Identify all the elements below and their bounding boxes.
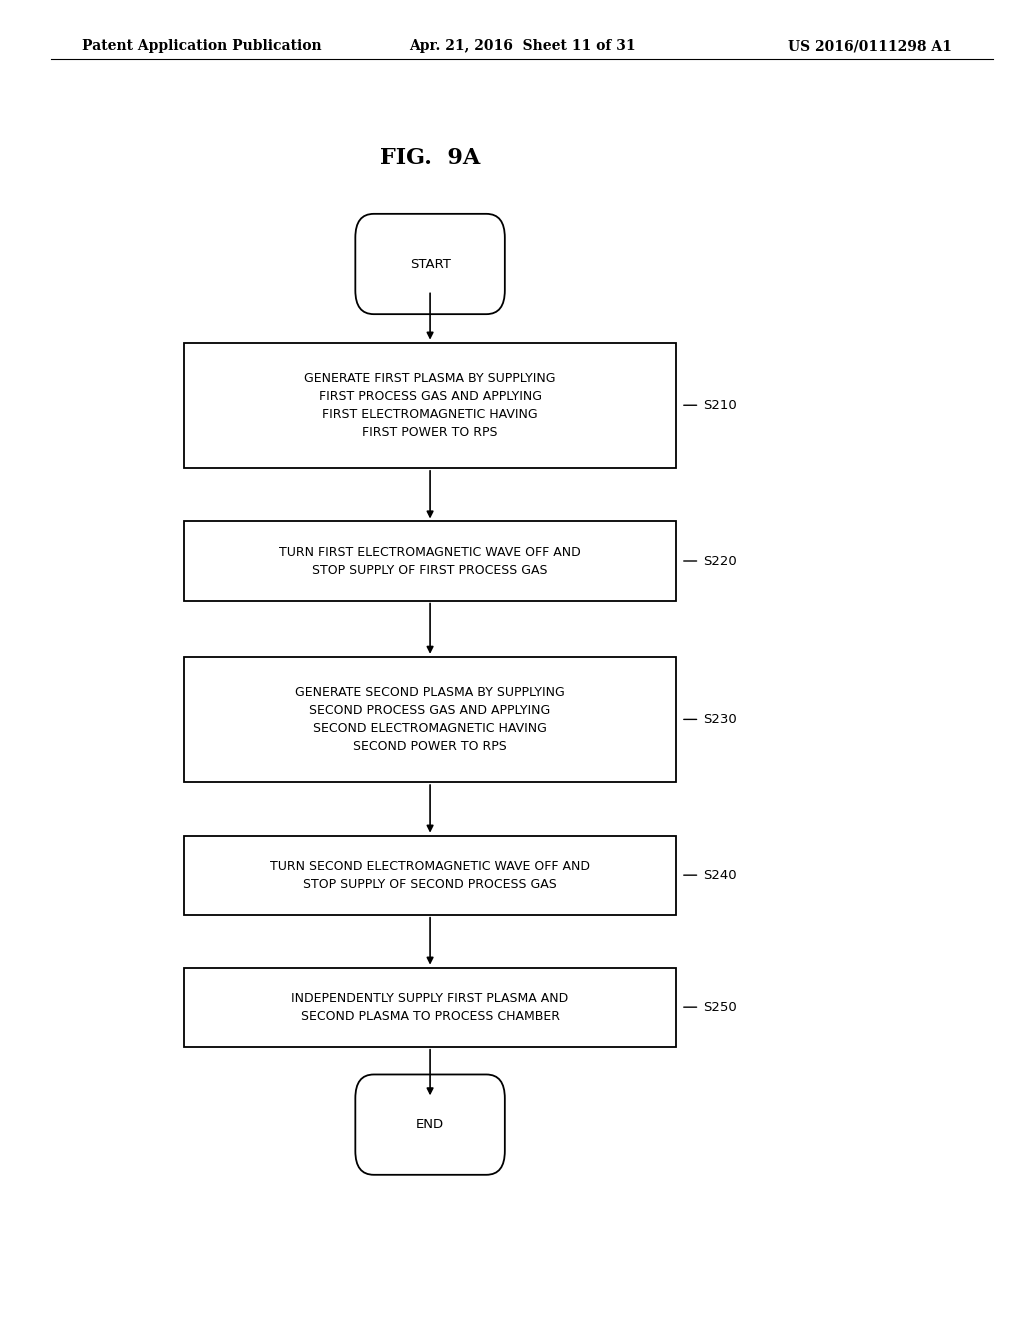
Text: START: START (410, 257, 451, 271)
Text: INDEPENDENTLY SUPPLY FIRST PLASMA AND
SECOND PLASMA TO PROCESS CHAMBER: INDEPENDENTLY SUPPLY FIRST PLASMA AND SE… (292, 991, 568, 1023)
Text: Apr. 21, 2016  Sheet 11 of 31: Apr. 21, 2016 Sheet 11 of 31 (410, 40, 636, 53)
Text: END: END (416, 1118, 444, 1131)
Text: S210: S210 (703, 399, 737, 412)
FancyBboxPatch shape (184, 343, 676, 469)
Text: S250: S250 (703, 1001, 737, 1014)
Text: S220: S220 (703, 554, 737, 568)
FancyBboxPatch shape (355, 1074, 505, 1175)
FancyBboxPatch shape (184, 836, 676, 915)
Text: Patent Application Publication: Patent Application Publication (82, 40, 322, 53)
FancyBboxPatch shape (184, 968, 676, 1047)
Text: TURN FIRST ELECTROMAGNETIC WAVE OFF AND
STOP SUPPLY OF FIRST PROCESS GAS: TURN FIRST ELECTROMAGNETIC WAVE OFF AND … (280, 545, 581, 577)
Text: TURN SECOND ELECTROMAGNETIC WAVE OFF AND
STOP SUPPLY OF SECOND PROCESS GAS: TURN SECOND ELECTROMAGNETIC WAVE OFF AND… (270, 859, 590, 891)
Text: GENERATE FIRST PLASMA BY SUPPLYING
FIRST PROCESS GAS AND APPLYING
FIRST ELECTROM: GENERATE FIRST PLASMA BY SUPPLYING FIRST… (304, 372, 556, 438)
FancyBboxPatch shape (355, 214, 505, 314)
Text: US 2016/0111298 A1: US 2016/0111298 A1 (788, 40, 952, 53)
Text: FIG.  9A: FIG. 9A (380, 148, 480, 169)
Text: GENERATE SECOND PLASMA BY SUPPLYING
SECOND PROCESS GAS AND APPLYING
SECOND ELECT: GENERATE SECOND PLASMA BY SUPPLYING SECO… (295, 686, 565, 752)
FancyBboxPatch shape (184, 521, 676, 601)
Text: S240: S240 (703, 869, 737, 882)
Text: S230: S230 (703, 713, 737, 726)
FancyBboxPatch shape (184, 656, 676, 781)
